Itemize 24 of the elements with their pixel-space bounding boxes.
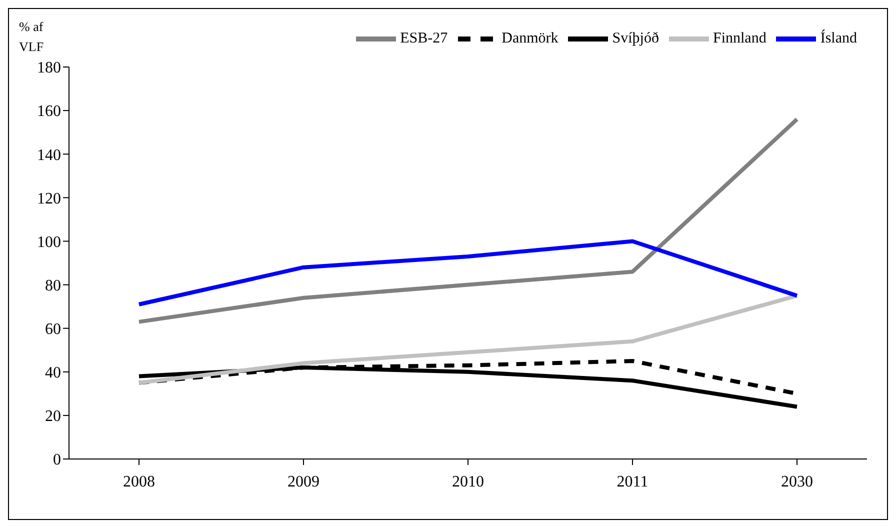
legend-label: Svíþjóð: [612, 30, 659, 46]
y-tick-label: 180: [37, 60, 61, 77]
y-axis-title: % af VLF: [19, 18, 45, 56]
y-tick-label: 160: [37, 103, 61, 120]
y-tick-label: 80: [45, 277, 61, 294]
line-series: [137, 239, 799, 306]
x-tick-label: 2009: [288, 473, 320, 490]
x-tick-label: 2030: [781, 473, 813, 490]
legend-label: Ísland: [820, 30, 857, 46]
y-tick-label: 20: [45, 408, 61, 426]
y-tick-label: 40: [45, 364, 61, 382]
x-tick-label: 2011: [616, 473, 648, 490]
legend-label: ESB-27: [400, 30, 448, 46]
legend-label: Finnland: [712, 30, 766, 46]
x-tick-label: 2010: [452, 473, 484, 490]
line-series: [137, 294, 799, 385]
y-tick-label: 120: [37, 190, 61, 208]
legend-label: Danmörk: [502, 30, 558, 46]
y-tick-label: 100: [37, 234, 61, 251]
y-tick-label: 140: [37, 146, 61, 164]
line-series: [137, 117, 799, 324]
x-tick-label: 2008: [123, 473, 155, 490]
y-tick-label: 0: [53, 452, 61, 469]
y-tick-label: 60: [45, 321, 61, 338]
